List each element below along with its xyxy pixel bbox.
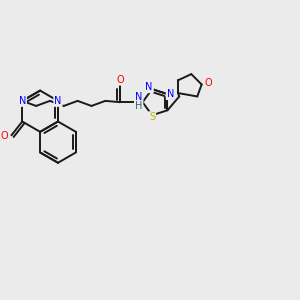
Text: S: S <box>149 112 155 122</box>
Text: N: N <box>19 96 26 106</box>
Text: H: H <box>135 101 142 111</box>
Text: O: O <box>1 131 8 141</box>
Text: N: N <box>146 82 153 92</box>
Text: N: N <box>167 89 174 99</box>
Text: O: O <box>1 131 8 141</box>
Text: N: N <box>19 96 26 106</box>
Text: O: O <box>116 75 124 85</box>
Text: O: O <box>205 77 212 88</box>
Text: O: O <box>205 77 212 88</box>
Text: N: N <box>167 89 174 99</box>
Text: S: S <box>149 112 155 122</box>
Text: N: N <box>135 92 142 102</box>
Text: N: N <box>146 82 153 92</box>
Text: O: O <box>116 75 124 85</box>
Text: N: N <box>135 92 142 102</box>
Text: N: N <box>54 96 62 106</box>
Text: N: N <box>54 96 62 106</box>
Text: H: H <box>136 102 142 111</box>
